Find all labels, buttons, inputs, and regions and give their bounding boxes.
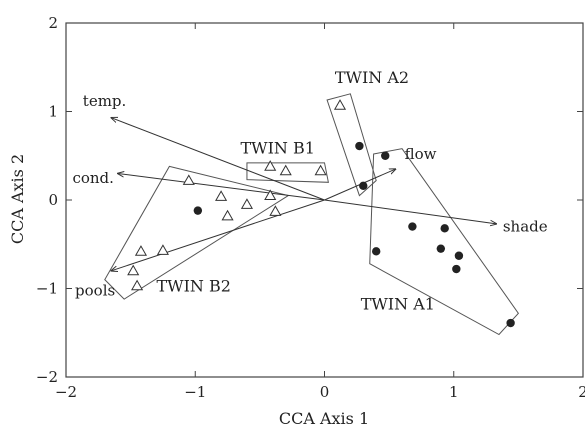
x-tick-label: 0 xyxy=(320,383,330,401)
data-point-circle xyxy=(359,181,368,191)
data-point-triangle xyxy=(156,244,169,255)
vector-label: shade xyxy=(503,218,548,236)
vector-label: pools xyxy=(75,281,115,299)
y-tick-label: 2 xyxy=(48,14,58,32)
data-point-triangle xyxy=(314,164,327,176)
group-hull xyxy=(104,165,290,300)
data-point-triangle xyxy=(333,99,347,110)
vector-arrow xyxy=(324,199,497,224)
vector-label: temp. xyxy=(83,92,127,110)
group-label: TWIN B1 xyxy=(240,139,314,158)
data-point-circle xyxy=(193,206,203,215)
data-point-triangle xyxy=(279,164,292,176)
data-point-circle xyxy=(355,141,364,151)
data-point-triangle xyxy=(264,160,277,171)
data-point-circle xyxy=(436,244,446,253)
group-hull xyxy=(246,162,329,183)
vector-arrow xyxy=(111,118,325,201)
vector-arrow xyxy=(118,173,325,201)
group-label: TWIN B2 xyxy=(156,277,230,296)
x-tick-label: 1 xyxy=(449,383,459,401)
data-point-circle xyxy=(372,247,381,256)
data-point-triangle xyxy=(240,198,254,209)
x-axis-title: CCA Axis 1 xyxy=(279,409,369,428)
data-point-triangle xyxy=(215,190,228,201)
x-tick-label: −1 xyxy=(184,383,206,401)
vector-label: flow xyxy=(405,145,437,163)
data-point-circle xyxy=(452,264,461,274)
data-point-triangle xyxy=(264,189,277,200)
vector-arrow xyxy=(111,199,325,271)
y-axis-title: CCA Axis 2 xyxy=(8,154,27,244)
y-tick-label: 1 xyxy=(48,103,58,121)
data-point-triangle xyxy=(134,245,148,256)
x-tick-label: −2 xyxy=(55,383,77,401)
data-point-triangle xyxy=(269,205,282,216)
data-point-circle xyxy=(381,151,390,160)
data-point-triangle xyxy=(127,264,140,276)
group-hull xyxy=(326,93,377,197)
data-point-triangle xyxy=(221,209,234,221)
group-label: TWIN A2 xyxy=(335,68,409,87)
data-point-triangle xyxy=(182,174,195,185)
vector-label: cond. xyxy=(72,169,113,187)
y-tick-label: −2 xyxy=(36,368,58,386)
x-tick-label: 2 xyxy=(578,383,585,401)
data-point-triangle xyxy=(131,279,144,291)
data-point-circle xyxy=(454,251,464,260)
data-point-circle xyxy=(408,222,417,231)
data-point-circle xyxy=(440,224,449,233)
group-label: TWIN A1 xyxy=(361,294,435,313)
data-point-circle xyxy=(506,318,515,328)
y-tick-label: −1 xyxy=(36,280,58,298)
y-tick-label: 0 xyxy=(48,191,58,209)
